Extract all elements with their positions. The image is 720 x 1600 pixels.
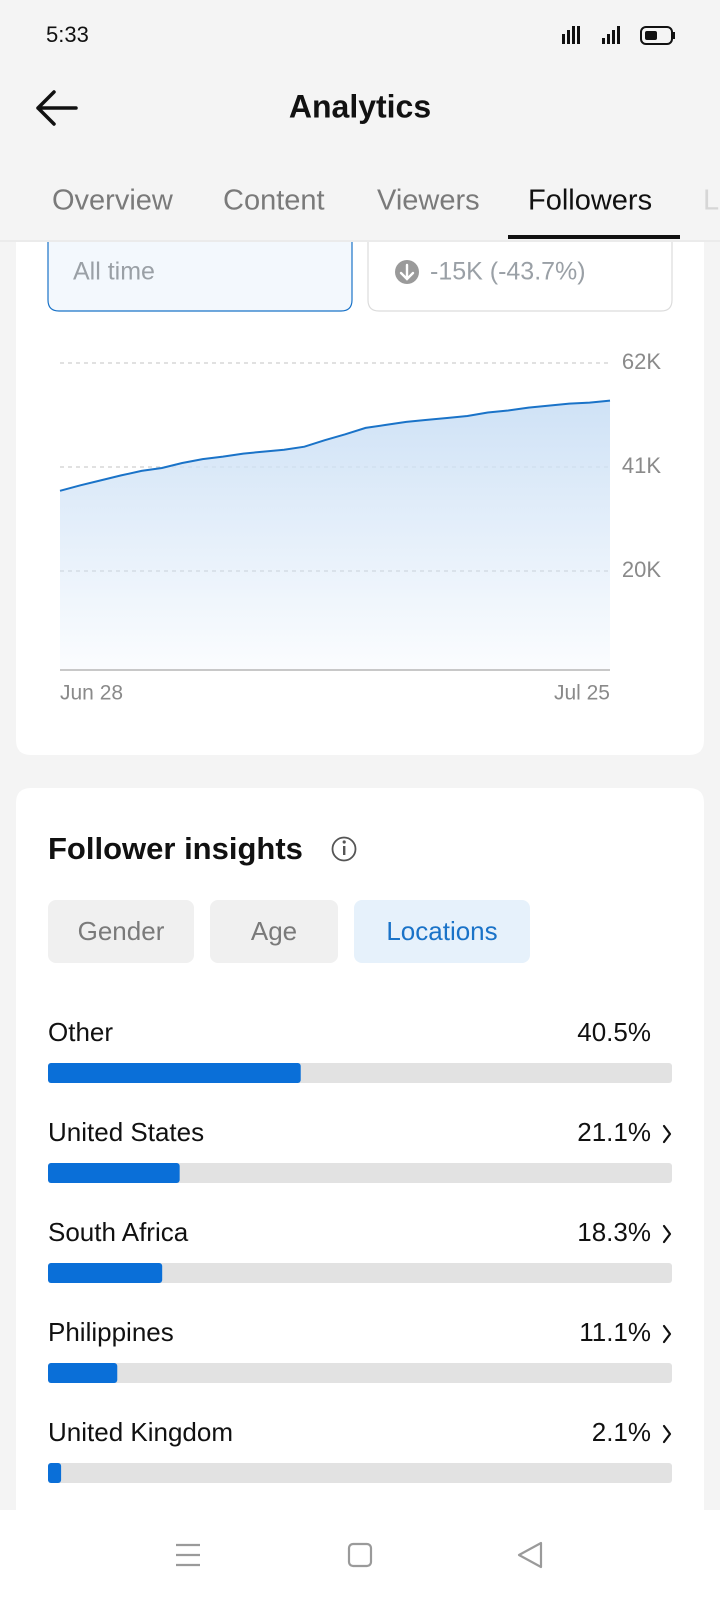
info-icon[interactable] [331, 836, 357, 862]
change-box [367, 242, 673, 312]
location-percent: 11.1% [579, 1317, 651, 1347]
location-name: Philippines [48, 1317, 174, 1347]
status-time: 5:33 [46, 22, 89, 47]
pill-label: Gender [78, 916, 165, 946]
pill-label: Age [251, 916, 297, 946]
x-tick-label: Jun 28 [60, 682, 123, 705]
pill-active[interactable] [354, 900, 530, 963]
location-percent: 40.5% [577, 1017, 651, 1047]
bar [48, 1363, 118, 1383]
y-tick-label: 41K [622, 453, 661, 478]
location-row: Other 40.5% [48, 1017, 672, 1083]
nav-bar [0, 1510, 720, 1600]
tab-underline [508, 235, 680, 239]
location-name: United States [48, 1117, 204, 1147]
tab[interactable]: Content [223, 185, 325, 217]
line [59, 399, 611, 492]
followers-chart: 20K 41K 62K Jun 28 Jul 25 [59, 349, 661, 705]
tab-bar-bg [0, 160, 720, 241]
bar-track [48, 1463, 672, 1483]
period-filter[interactable] [47, 242, 353, 312]
insights-card [16, 788, 704, 1510]
location-name: South Africa [48, 1217, 189, 1247]
pill[interactable] [48, 900, 194, 963]
page-title: Analytics [289, 88, 431, 124]
change-label: -15K (-43.7%) [430, 258, 586, 286]
pill[interactable] [210, 900, 338, 963]
nav-home[interactable] [347, 1542, 373, 1568]
bar-track [48, 1263, 672, 1283]
bar-track [48, 1163, 672, 1183]
location-row[interactable]: Philippines 11.1% [48, 1317, 672, 1383]
tab[interactable]: Overview [52, 185, 174, 217]
tab[interactable]: Viewers [377, 185, 480, 217]
status-icons [562, 26, 675, 45]
tab-active[interactable]: Followers [528, 185, 652, 217]
bar [48, 1263, 163, 1283]
chevron [662, 1124, 672, 1144]
bar [48, 1463, 62, 1483]
chevron [662, 1224, 672, 1244]
tab[interactable]: L [703, 185, 719, 217]
nav-menu[interactable] [176, 1543, 200, 1567]
location-row[interactable]: United Kingdom 2.1% [48, 1417, 672, 1483]
nav-back[interactable] [517, 1541, 543, 1569]
location-percent: 21.1% [577, 1117, 651, 1147]
location-name: United Kingdom [48, 1417, 233, 1447]
back-button[interactable] [36, 90, 78, 126]
period-filter-label: All time [73, 258, 155, 286]
chevron [662, 1424, 672, 1444]
location-row[interactable]: United States 21.1% [48, 1117, 672, 1183]
bar-track [48, 1363, 672, 1383]
down-icon [395, 260, 419, 284]
y-tick-label: 62K [622, 349, 661, 374]
location-percent: 2.1% [592, 1417, 651, 1447]
bar [48, 1163, 180, 1183]
x-tick-label: Jul 25 [554, 682, 610, 705]
y-tick-label: 20K [622, 557, 661, 582]
pill-label: Locations [386, 916, 497, 946]
chevron [662, 1324, 672, 1344]
location-name: Other [48, 1017, 113, 1047]
insights-title: Follower insights [48, 831, 303, 866]
location-percent: 18.3% [577, 1217, 651, 1247]
location-row[interactable]: South Africa 18.3% [48, 1217, 672, 1283]
locations-chart: Other 40.5% United States 21.1% South Africa… [48, 1017, 672, 1483]
tab-bar: Overview Content Viewers Followers L [0, 160, 720, 242]
bar [48, 1063, 301, 1083]
area-fill [60, 400, 610, 670]
